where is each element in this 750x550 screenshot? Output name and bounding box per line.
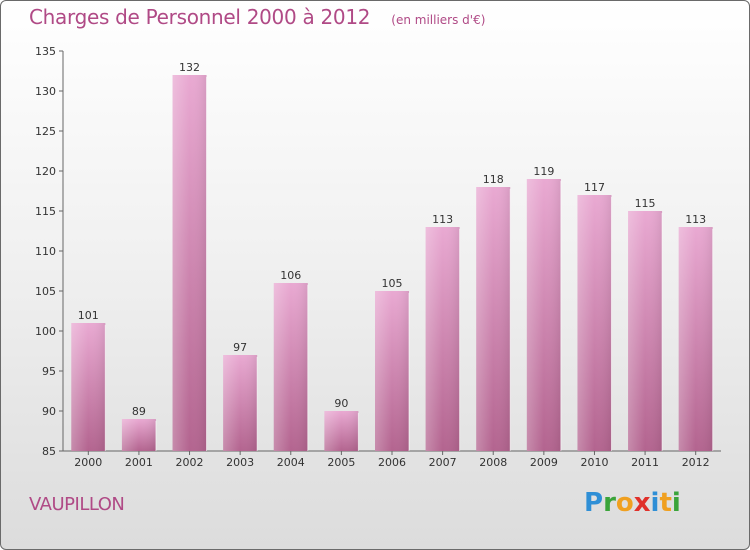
y-tick-label: 105 [35, 285, 56, 298]
x-tick-label: 2004 [277, 456, 305, 469]
x-tick-label: 2010 [580, 456, 608, 469]
y-tick-label: 115 [35, 205, 56, 218]
bar-value-label: 119 [533, 165, 554, 178]
y-tick-label: 120 [35, 165, 56, 178]
bar-value-label: 90 [334, 397, 348, 410]
logo-letter: x [633, 488, 651, 518]
logo-letter: i [650, 488, 660, 518]
y-tick-label: 90 [42, 405, 56, 418]
logo-letter: P [584, 488, 604, 518]
y-tick-label: 100 [35, 325, 56, 338]
bar-shine [121, 419, 156, 451]
bar-shine [577, 195, 612, 451]
bar-value-label: 113 [432, 213, 453, 226]
x-tick-label: 2001 [125, 456, 153, 469]
x-tick-label: 2011 [631, 456, 659, 469]
y-tick-label: 125 [35, 125, 56, 138]
bar-shine [628, 211, 663, 451]
bar-shine [526, 179, 561, 451]
x-tick-label: 2012 [682, 456, 710, 469]
bar-value-label: 115 [635, 197, 656, 210]
bar-value-label: 113 [685, 213, 706, 226]
y-tick-label: 85 [42, 445, 56, 458]
bar-value-label: 89 [132, 405, 146, 418]
x-tick-label: 2000 [74, 456, 102, 469]
bar-shine [425, 227, 460, 451]
x-tick-label: 2003 [226, 456, 254, 469]
x-tick-label: 2002 [176, 456, 204, 469]
x-tick-label: 2008 [479, 456, 507, 469]
bar-value-label: 105 [382, 277, 403, 290]
logo-letter: t [659, 488, 672, 518]
y-tick-label: 135 [35, 45, 56, 58]
y-tick-label: 130 [35, 85, 56, 98]
chart-subtitle: (en milliers d'€) [391, 13, 486, 27]
bar-value-label: 132 [179, 61, 200, 74]
x-tick-label: 2005 [327, 456, 355, 469]
bar-value-label: 97 [233, 341, 247, 354]
bar-shine [273, 283, 308, 451]
bar-value-label: 106 [280, 269, 301, 282]
bar-shine [172, 75, 207, 451]
proxiti-logo: Proxiti [584, 488, 681, 518]
logo-letter: r [603, 488, 616, 518]
bar-value-label: 117 [584, 181, 605, 194]
x-tick-label: 2006 [378, 456, 406, 469]
y-tick-label: 95 [42, 365, 56, 378]
bar-shine [223, 355, 258, 451]
logo-letter: i [671, 488, 681, 518]
bar-shine [324, 411, 359, 451]
x-tick-label: 2009 [530, 456, 558, 469]
chart-header: Charges de Personnel 2000 à 2012 (en mil… [29, 5, 485, 29]
chart-title: Charges de Personnel 2000 à 2012 [29, 5, 371, 29]
bar-value-label: 118 [483, 173, 504, 186]
bar-value-label: 101 [78, 309, 99, 322]
bar-shine [678, 227, 713, 451]
x-tick-label: 2007 [429, 456, 457, 469]
logo-letter: o [615, 488, 634, 518]
bar-shine [71, 323, 106, 451]
bar-shine [476, 187, 511, 451]
commune-name: VAUPILLON [29, 494, 125, 515]
y-tick-label: 110 [35, 245, 56, 258]
bar-shine [375, 291, 409, 451]
